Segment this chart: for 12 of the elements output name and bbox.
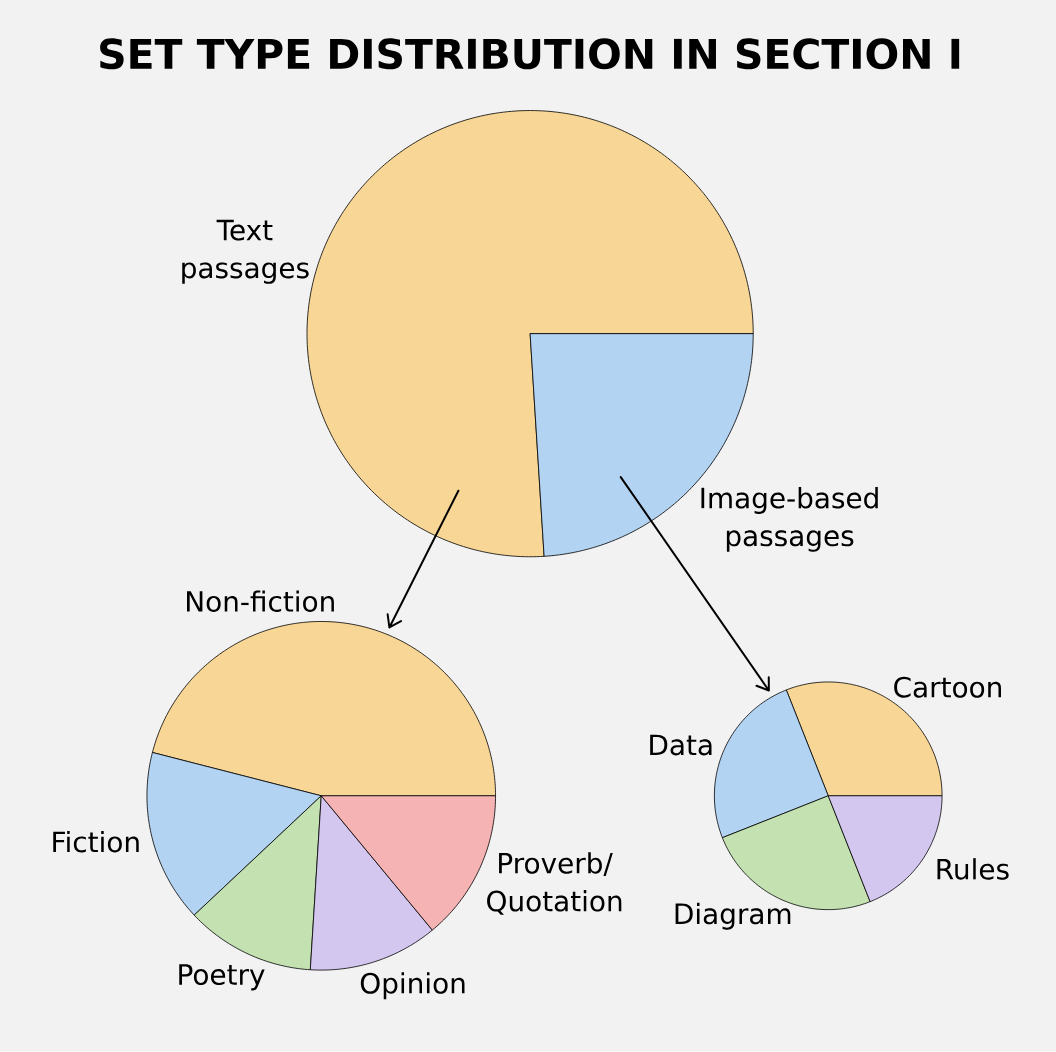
- slice-label: Diagram: [675, 902, 791, 930]
- slice-label: Fiction: [53, 830, 139, 853]
- slice-label: Proverb/Quotation: [487, 852, 622, 915]
- slice-label: Poetry: [179, 964, 265, 991]
- slice-label: Opinion: [360, 972, 465, 1000]
- slice-label: Rules: [937, 858, 1009, 880]
- slice-label: Non-fiction: [187, 590, 334, 613]
- chart-title: SET TYPE DISTRIBUTION IN SECTION I: [100, 38, 960, 70]
- slice-label: Image-based passages: [701, 487, 878, 552]
- slice-label: Cartoon: [894, 676, 1001, 698]
- slice-label: Data: [650, 734, 712, 756]
- slice-label: Text passages: [182, 219, 309, 284]
